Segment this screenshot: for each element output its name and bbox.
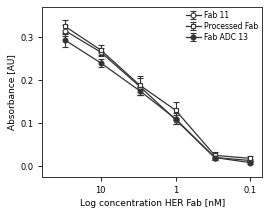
Legend: Fab 11, Processed Fab, Fab ADC 13: Fab 11, Processed Fab, Fab ADC 13 <box>184 9 260 43</box>
X-axis label: Log concentration HER Fab [nM]: Log concentration HER Fab [nM] <box>80 199 225 208</box>
Y-axis label: Absorbance [AU]: Absorbance [AU] <box>7 54 16 130</box>
